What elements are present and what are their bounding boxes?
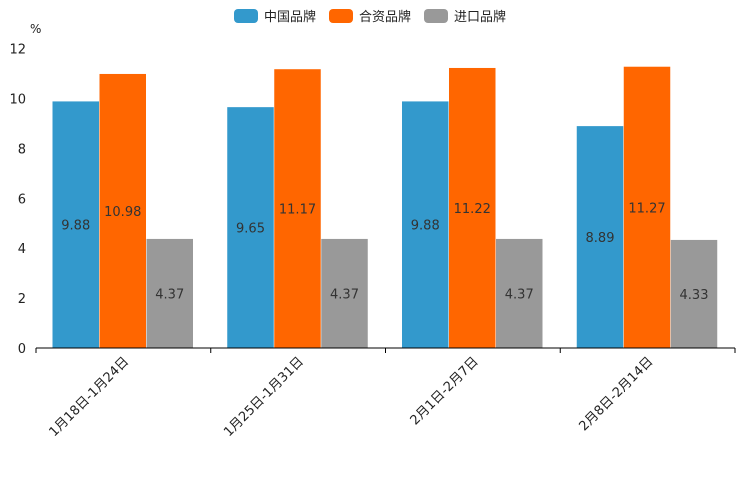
bar-s2-c3 bbox=[670, 239, 718, 348]
data-label-s1-c0: 10.98 bbox=[104, 205, 141, 220]
legend-swatch-joint-venture-brand bbox=[329, 9, 353, 23]
x-tick-label-0: 1月18日-1月24日 bbox=[46, 354, 132, 440]
bar-s0-c3 bbox=[576, 126, 624, 348]
data-label-s2-c2: 4.37 bbox=[505, 287, 534, 302]
data-label-s0-c2: 9.88 bbox=[411, 219, 440, 234]
bar-s1-c0 bbox=[99, 73, 146, 349]
x-tick-label-2: 2月1日-2月7日 bbox=[408, 354, 482, 428]
legend-label-joint-venture-brand: 合资品牌 bbox=[359, 9, 411, 25]
bar-s0-c1 bbox=[227, 107, 274, 348]
x-tick-label-3: 2月8日-2月14日 bbox=[577, 354, 657, 434]
legend: 中国品牌 合资品牌 进口品牌 bbox=[234, 9, 506, 25]
bar-s2-c1 bbox=[321, 238, 368, 348]
data-label-s1-c3: 11.27 bbox=[628, 201, 665, 216]
bar-s1-c1 bbox=[274, 69, 321, 348]
data-label-s0-c1: 9.65 bbox=[236, 222, 265, 237]
bar-s2-c0 bbox=[146, 238, 193, 348]
data-label-s0-c0: 9.88 bbox=[61, 219, 90, 234]
bar-s0-c2 bbox=[402, 101, 449, 348]
bar-s2-c2 bbox=[496, 238, 543, 348]
data-label-s1-c2: 11.22 bbox=[454, 202, 491, 217]
y-tick-label-8: 8 bbox=[18, 142, 26, 157]
x-tick-label-1: 1月25日-1月31日 bbox=[221, 354, 307, 440]
data-label-s0-c3: 8.89 bbox=[586, 231, 615, 246]
bar-s0-c0 bbox=[52, 101, 99, 348]
y-tick-label-0: 0 bbox=[18, 342, 26, 357]
bars bbox=[52, 66, 718, 349]
y-axis-unit-label: % bbox=[30, 22, 41, 36]
y-tick-label-4: 4 bbox=[18, 242, 26, 257]
y-tick-label-12: 12 bbox=[9, 43, 26, 58]
data-labels: 9.88 10.98 4.37 9.65 11.17 4.37 9.88 11.22 4.37 8… bbox=[61, 201, 708, 303]
bar-s1-c2 bbox=[449, 67, 496, 348]
legend-swatch-imported-brand bbox=[424, 9, 448, 23]
data-label-s2-c0: 4.37 bbox=[155, 287, 184, 302]
y-axis: 0 2 4 6 8 10 12 bbox=[9, 43, 26, 358]
x-axis: 1月18日-1月24日 1月25日-1月31日 2月1日-2月7日 2月8日-2月14… bbox=[35, 348, 736, 440]
data-label-s2-c1: 4.37 bbox=[330, 287, 359, 302]
y-tick-label-2: 2 bbox=[18, 292, 26, 307]
legend-label-imported-brand: 进口品牌 bbox=[454, 9, 506, 25]
data-label-s1-c1: 11.17 bbox=[279, 203, 316, 218]
y-tick-label-10: 10 bbox=[9, 92, 26, 107]
legend-label-china-brand: 中国品牌 bbox=[264, 9, 316, 25]
y-tick-label-6: 6 bbox=[18, 192, 26, 207]
bar-s1-c3 bbox=[623, 66, 671, 349]
data-label-s2-c3: 4.33 bbox=[680, 288, 709, 303]
legend-swatch-china-brand bbox=[234, 9, 258, 23]
